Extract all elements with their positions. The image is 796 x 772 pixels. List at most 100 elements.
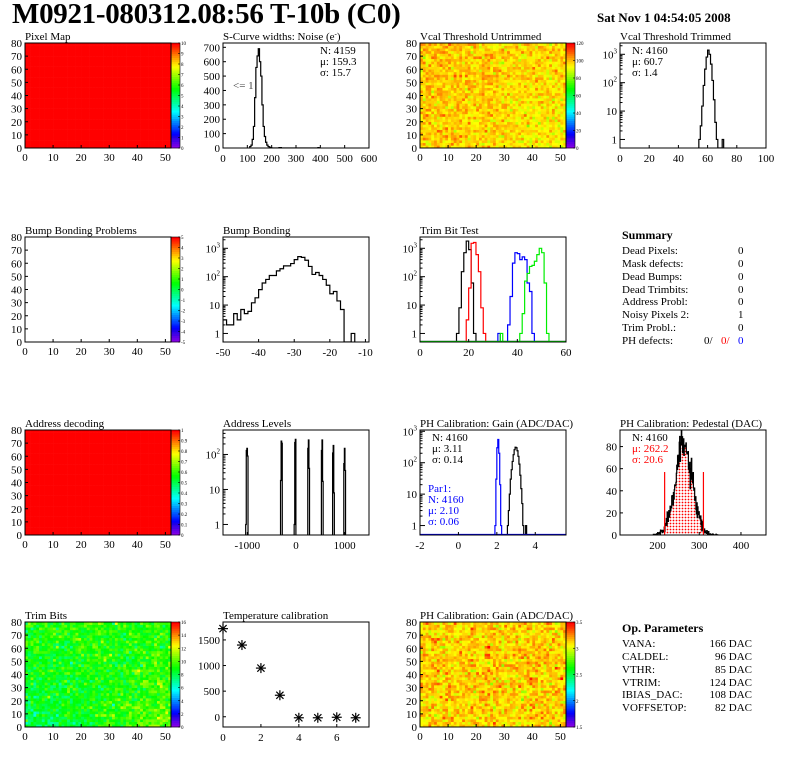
heatmap-cell [27, 464, 31, 468]
heatmap-cell [72, 108, 76, 112]
heatmap-cell [537, 98, 542, 102]
heatmap-cell [436, 121, 440, 125]
heatmap-cell [487, 134, 491, 138]
heatmap-cell [98, 43, 102, 46]
heatmap-cell [439, 129, 443, 133]
heatmap-cell [518, 111, 522, 115]
palette-cell [171, 291, 180, 294]
heatmap-cell [476, 106, 480, 109]
heatmap-cell [453, 106, 457, 109]
plot-frame [24, 236, 172, 343]
heatmap-cell [543, 92, 547, 96]
heatmap-cell [114, 111, 118, 115]
heatmap-cell [512, 140, 516, 144]
heatmap-cell [434, 61, 438, 65]
heatmap-cell [64, 132, 68, 136]
heatmap-cell [464, 71, 469, 75]
heatmap-cell [95, 79, 99, 83]
heatmap-cell [434, 108, 438, 112]
heatmap-cell [95, 137, 99, 141]
heatmap-cell [103, 64, 107, 67]
heatmap-cell [128, 119, 132, 123]
heatmap-cell [523, 134, 527, 138]
heatmap-cell [481, 87, 485, 91]
x-tick-label: 600 [361, 153, 378, 165]
heatmap-cell [145, 90, 149, 94]
heatmap-cell [546, 127, 550, 130]
heatmap-cell [106, 56, 110, 60]
palette-cell [171, 106, 180, 109]
heatmap-cell [445, 95, 449, 99]
heatmap-cell [67, 58, 71, 62]
heatmap-cell [83, 61, 88, 65]
heatmap-cell [44, 119, 48, 123]
heatmap-cell [123, 106, 127, 109]
heatmap-cell [526, 48, 530, 52]
heatmap-cell [495, 74, 499, 78]
y-tick-label: 1 [412, 328, 418, 340]
heatmap-cell [44, 474, 48, 478]
heatmap-cell [114, 56, 118, 60]
heatmap-cell [442, 98, 446, 102]
heatmap-cell [154, 127, 158, 130]
heatmap-cell [456, 66, 460, 70]
heatmap-cell [459, 124, 463, 128]
heatmap-cell [168, 87, 171, 91]
heatmap-cell [439, 92, 443, 96]
heatmap-cell [39, 437, 43, 441]
heatmap-cell [69, 50, 74, 54]
heatmap-cell [512, 45, 516, 49]
heatmap-cell [439, 85, 443, 88]
heatmap-cell [72, 100, 76, 104]
heatmap-cell [154, 58, 158, 62]
heatmap-cell [551, 100, 556, 104]
heatmap-cell [142, 48, 147, 52]
heatmap-cell [123, 74, 127, 78]
heatmap-cell [140, 129, 144, 133]
heatmap-cell [30, 445, 34, 449]
heatmap-cell [128, 48, 132, 52]
heatmap-cell [41, 482, 45, 486]
heatmap-cell [151, 87, 155, 91]
heatmap-cell [521, 98, 525, 102]
heatmap-cell [27, 519, 31, 523]
chart-address-decoding: Address decoding00.10.20.30.40.50.60.70.… [11, 418, 188, 551]
heatmap-cell [145, 137, 149, 141]
heatmap-cell [50, 113, 54, 117]
heatmap-cell [546, 140, 550, 144]
palette-tick-label: -3 [181, 320, 186, 325]
heatmap-cell [546, 100, 550, 104]
heatmap-cell [140, 58, 144, 62]
heatmap-cell [467, 145, 471, 148]
heatmap-cell [30, 453, 34, 457]
heatmap-cell [53, 456, 57, 460]
heatmap-cell [61, 124, 65, 128]
heatmap-cell [55, 529, 59, 533]
heatmap-cell [50, 137, 54, 141]
heatmap-cell [537, 137, 542, 141]
heatmap-cell [114, 140, 118, 144]
heatmap-cell [72, 79, 76, 83]
heatmap-cell [540, 43, 544, 46]
heatmap-cell [75, 50, 79, 54]
heatmap-cell [554, 45, 558, 49]
heatmap-cell [560, 145, 564, 148]
palette-cell [171, 239, 180, 242]
heatmap-cell [44, 532, 48, 535]
heatmap-cell [112, 140, 116, 144]
heatmap-cell [532, 140, 536, 144]
heatmap-cell [448, 140, 452, 144]
heatmap-cell [535, 106, 539, 109]
heatmap-cell [92, 116, 96, 120]
heatmap-cell [123, 85, 127, 88]
heatmap-cell [481, 79, 485, 83]
heatmap-cell [39, 458, 43, 462]
heatmap-cell [69, 142, 74, 146]
heatmap-cell [462, 56, 466, 60]
heatmap-cell [58, 440, 62, 444]
heatmap-cell [75, 116, 79, 120]
heatmap-cell [55, 85, 59, 88]
heatmap-cell [50, 527, 54, 531]
heatmap-cell [75, 127, 79, 130]
heatmap-cell [39, 479, 43, 483]
